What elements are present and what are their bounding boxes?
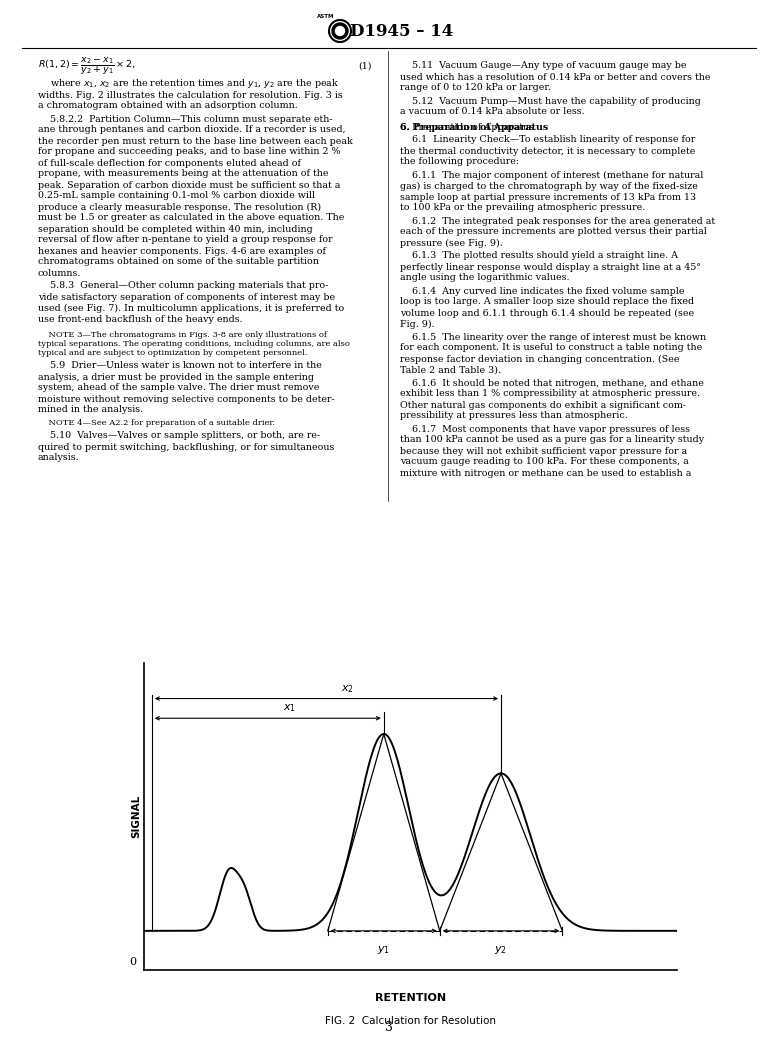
Text: each of the pressure increments are plotted versus their partial: each of the pressure increments are plot… bbox=[400, 228, 707, 236]
Text: $y_2$: $y_2$ bbox=[495, 943, 507, 956]
Text: a vacuum of 0.14 kPa absolute or less.: a vacuum of 0.14 kPa absolute or less. bbox=[400, 107, 584, 117]
Text: the recorder pen must return to the base line between each peak: the recorder pen must return to the base… bbox=[38, 136, 352, 146]
Text: FIG. 2  Calculation for Resolution: FIG. 2 Calculation for Resolution bbox=[325, 1016, 496, 1026]
Text: angle using the logarithmic values.: angle using the logarithmic values. bbox=[400, 274, 569, 282]
Text: D1945 – 14: D1945 – 14 bbox=[350, 23, 454, 40]
Text: quired to permit switching, backflushing, or for simultaneous: quired to permit switching, backflushing… bbox=[38, 442, 335, 452]
Text: ane through pentanes and carbon dioxide. If a recorder is used,: ane through pentanes and carbon dioxide.… bbox=[38, 126, 345, 134]
Text: volume loop and 6.1.1 through 6.1.4 should be repeated (see: volume loop and 6.1.1 through 6.1.4 shou… bbox=[400, 308, 694, 318]
Text: produce a clearly measurable response. The resolution (R): produce a clearly measurable response. T… bbox=[38, 202, 321, 211]
Text: mixture with nitrogen or methane can be used to establish a: mixture with nitrogen or methane can be … bbox=[400, 468, 692, 478]
Text: chromatograms obtained on some of the suitable partition: chromatograms obtained on some of the su… bbox=[38, 257, 319, 266]
Text: for propane and succeeding peaks, and to base line within 2 %: for propane and succeeding peaks, and to… bbox=[38, 148, 341, 156]
Text: typical and are subject to optimization by competent personnel.: typical and are subject to optimization … bbox=[38, 349, 307, 357]
Circle shape bbox=[332, 23, 348, 39]
Text: because they will not exhibit sufficient vapor pressure for a: because they will not exhibit sufficient… bbox=[400, 447, 687, 456]
Text: for each component. It is useful to construct a table noting the: for each component. It is useful to cons… bbox=[400, 344, 703, 353]
Text: range of 0 to 120 kPa or larger.: range of 0 to 120 kPa or larger. bbox=[400, 83, 551, 93]
Text: gas) is charged to the chromatograph by way of the fixed-size: gas) is charged to the chromatograph by … bbox=[400, 181, 698, 191]
Text: to 100 kPa or the prevailing atmospheric pressure.: to 100 kPa or the prevailing atmospheric… bbox=[400, 203, 645, 212]
Text: $R(1,2) = \dfrac{x_2 - x_1}{y_2 + y_1} \times 2,$: $R(1,2) = \dfrac{x_2 - x_1}{y_2 + y_1} \… bbox=[38, 55, 135, 77]
Text: Table 2 and Table 3).: Table 2 and Table 3). bbox=[400, 365, 501, 375]
Text: RETENTION: RETENTION bbox=[375, 993, 446, 1004]
Text: 5.11  Vacuum Gauge—Any type of vacuum gauge may be: 5.11 Vacuum Gauge—Any type of vacuum gau… bbox=[400, 61, 686, 71]
Text: 5.12  Vacuum Pump—Must have the capability of producing: 5.12 Vacuum Pump—Must have the capabilit… bbox=[400, 97, 701, 105]
Text: analysis, a drier must be provided in the sample entering: analysis, a drier must be provided in th… bbox=[38, 373, 314, 381]
Text: Fig. 9).: Fig. 9). bbox=[400, 320, 435, 329]
Text: 6.1.2  The integrated peak responses for the area generated at: 6.1.2 The integrated peak responses for … bbox=[400, 217, 715, 226]
Text: 6.1.3  The plotted results should yield a straight line. A: 6.1.3 The plotted results should yield a… bbox=[400, 252, 678, 260]
Text: exhibit less than 1 % compressibility at atmospheric pressure.: exhibit less than 1 % compressibility at… bbox=[400, 389, 700, 399]
Circle shape bbox=[335, 26, 345, 35]
Text: 0: 0 bbox=[129, 958, 136, 967]
Text: ASTM: ASTM bbox=[317, 15, 335, 20]
Text: 5.10  Valves—Valves or sample splitters, or both, are re-: 5.10 Valves—Valves or sample splitters, … bbox=[38, 432, 321, 440]
Y-axis label: SIGNAL: SIGNAL bbox=[131, 795, 141, 838]
Text: 6.1.4  Any curved line indicates the fixed volume sample: 6.1.4 Any curved line indicates the fixe… bbox=[400, 286, 685, 296]
Text: system, ahead of the sample valve. The drier must remove: system, ahead of the sample valve. The d… bbox=[38, 383, 320, 392]
Text: Other natural gas components do exhibit a significant com-: Other natural gas components do exhibit … bbox=[400, 401, 686, 409]
Text: than 100 kPa cannot be used as a pure gas for a linearity study: than 100 kPa cannot be used as a pure ga… bbox=[400, 435, 704, 445]
Text: $y_1$: $y_1$ bbox=[377, 943, 391, 956]
Text: 3: 3 bbox=[385, 1021, 393, 1034]
Text: mined in the analysis.: mined in the analysis. bbox=[38, 406, 143, 414]
Text: NOTE 4—See A2.2 for preparation of a suitable drier.: NOTE 4—See A2.2 for preparation of a sui… bbox=[38, 418, 275, 427]
Text: response factor deviation in changing concentration. (See: response factor deviation in changing co… bbox=[400, 354, 679, 363]
Text: of full-scale deflection for components eluted ahead of: of full-scale deflection for components … bbox=[38, 158, 301, 168]
Text: 6.1.6  It should be noted that nitrogen, methane, and ethane: 6.1.6 It should be noted that nitrogen, … bbox=[400, 379, 704, 387]
Text: 6. Preparation of Apparatus: 6. Preparation of Apparatus bbox=[400, 123, 534, 131]
Text: propane, with measurements being at the attenuation of the: propane, with measurements being at the … bbox=[38, 170, 328, 178]
Text: $x_1$: $x_1$ bbox=[282, 703, 296, 714]
Text: sample loop at partial pressure increments of 13 kPa from 13: sample loop at partial pressure incremen… bbox=[400, 193, 696, 202]
Text: 6.1.5  The linearity over the range of interest must be known: 6.1.5 The linearity over the range of in… bbox=[400, 332, 706, 341]
Text: NOTE 3—The chromatograms in Figs. 3-8 are only illustrations of: NOTE 3—The chromatograms in Figs. 3-8 ar… bbox=[38, 331, 327, 339]
Text: 6.1  Linearity Check—To establish linearity of response for: 6.1 Linearity Check—To establish lineari… bbox=[400, 135, 696, 145]
Text: 6. Preparation of Apparatus: 6. Preparation of Apparatus bbox=[400, 123, 548, 131]
Text: separation should be completed within 40 min, including: separation should be completed within 40… bbox=[38, 225, 313, 233]
Text: $x_2$: $x_2$ bbox=[342, 683, 354, 694]
Text: perfectly linear response would display a straight line at a 45°: perfectly linear response would display … bbox=[400, 262, 701, 272]
Text: 5.8.2.2  Partition Column—This column must separate eth-: 5.8.2.2 Partition Column—This column mus… bbox=[38, 115, 333, 124]
Text: analysis.: analysis. bbox=[38, 454, 79, 462]
Text: vacuum gauge reading to 100 kPa. For these components, a: vacuum gauge reading to 100 kPa. For the… bbox=[400, 457, 689, 466]
Text: used (see Fig. 7). In multicolumn applications, it is preferred to: used (see Fig. 7). In multicolumn applic… bbox=[38, 303, 344, 312]
Text: 6.1.1  The major component of interest (methane for natural: 6.1.1 The major component of interest (m… bbox=[400, 171, 703, 179]
Text: peak. Separation of carbon dioxide must be sufficient so that a: peak. Separation of carbon dioxide must … bbox=[38, 180, 340, 189]
Text: 6.1.7  Most components that have vapor pressures of less: 6.1.7 Most components that have vapor pr… bbox=[400, 425, 690, 433]
Text: the thermal conductivity detector, it is necessary to complete: the thermal conductivity detector, it is… bbox=[400, 147, 696, 155]
Text: (1): (1) bbox=[358, 61, 372, 71]
Text: used which has a resolution of 0.14 kPa or better and covers the: used which has a resolution of 0.14 kPa … bbox=[400, 73, 710, 81]
Text: loop is too large. A smaller loop size should replace the fixed: loop is too large. A smaller loop size s… bbox=[400, 298, 694, 306]
Text: pressure (see Fig. 9).: pressure (see Fig. 9). bbox=[400, 238, 503, 248]
Text: pressibility at pressures less than atmospheric.: pressibility at pressures less than atmo… bbox=[400, 411, 628, 421]
Text: hexanes and heavier components. Figs. 4-6 are examples of: hexanes and heavier components. Figs. 4-… bbox=[38, 247, 326, 255]
Text: 0.25-mL sample containing 0.1-mol % carbon dioxide will: 0.25-mL sample containing 0.1-mol % carb… bbox=[38, 192, 315, 201]
Text: 5.8.3  General—Other column packing materials that pro-: 5.8.3 General—Other column packing mater… bbox=[38, 281, 328, 290]
Text: a chromatogram obtained with an adsorption column.: a chromatogram obtained with an adsorpti… bbox=[38, 102, 298, 110]
Text: use front-end backflush of the heavy ends.: use front-end backflush of the heavy end… bbox=[38, 314, 243, 324]
Text: widths. Fig. 2 illustrates the calculation for resolution. Fig. 3 is: widths. Fig. 2 illustrates the calculati… bbox=[38, 91, 343, 100]
Text: 5.9  Drier—Unless water is known not to interfere in the: 5.9 Drier—Unless water is known not to i… bbox=[38, 361, 322, 371]
Text: vide satisfactory separation of components of interest may be: vide satisfactory separation of componen… bbox=[38, 293, 335, 302]
Text: reversal of flow after n-pentane to yield a group response for: reversal of flow after n-pentane to yiel… bbox=[38, 235, 333, 245]
Text: moisture without removing selective components to be deter-: moisture without removing selective comp… bbox=[38, 395, 335, 404]
Text: where $x_1$, $x_2$ are the retention times and $y_1$, $y_2$ are the peak: where $x_1$, $x_2$ are the retention tim… bbox=[38, 77, 339, 91]
Text: columns.: columns. bbox=[38, 269, 82, 278]
Text: the following procedure:: the following procedure: bbox=[400, 157, 519, 167]
Text: typical separations. The operating conditions, including columns, are also: typical separations. The operating condi… bbox=[38, 340, 350, 348]
Text: must be 1.5 or greater as calculated in the above equation. The: must be 1.5 or greater as calculated in … bbox=[38, 213, 345, 223]
